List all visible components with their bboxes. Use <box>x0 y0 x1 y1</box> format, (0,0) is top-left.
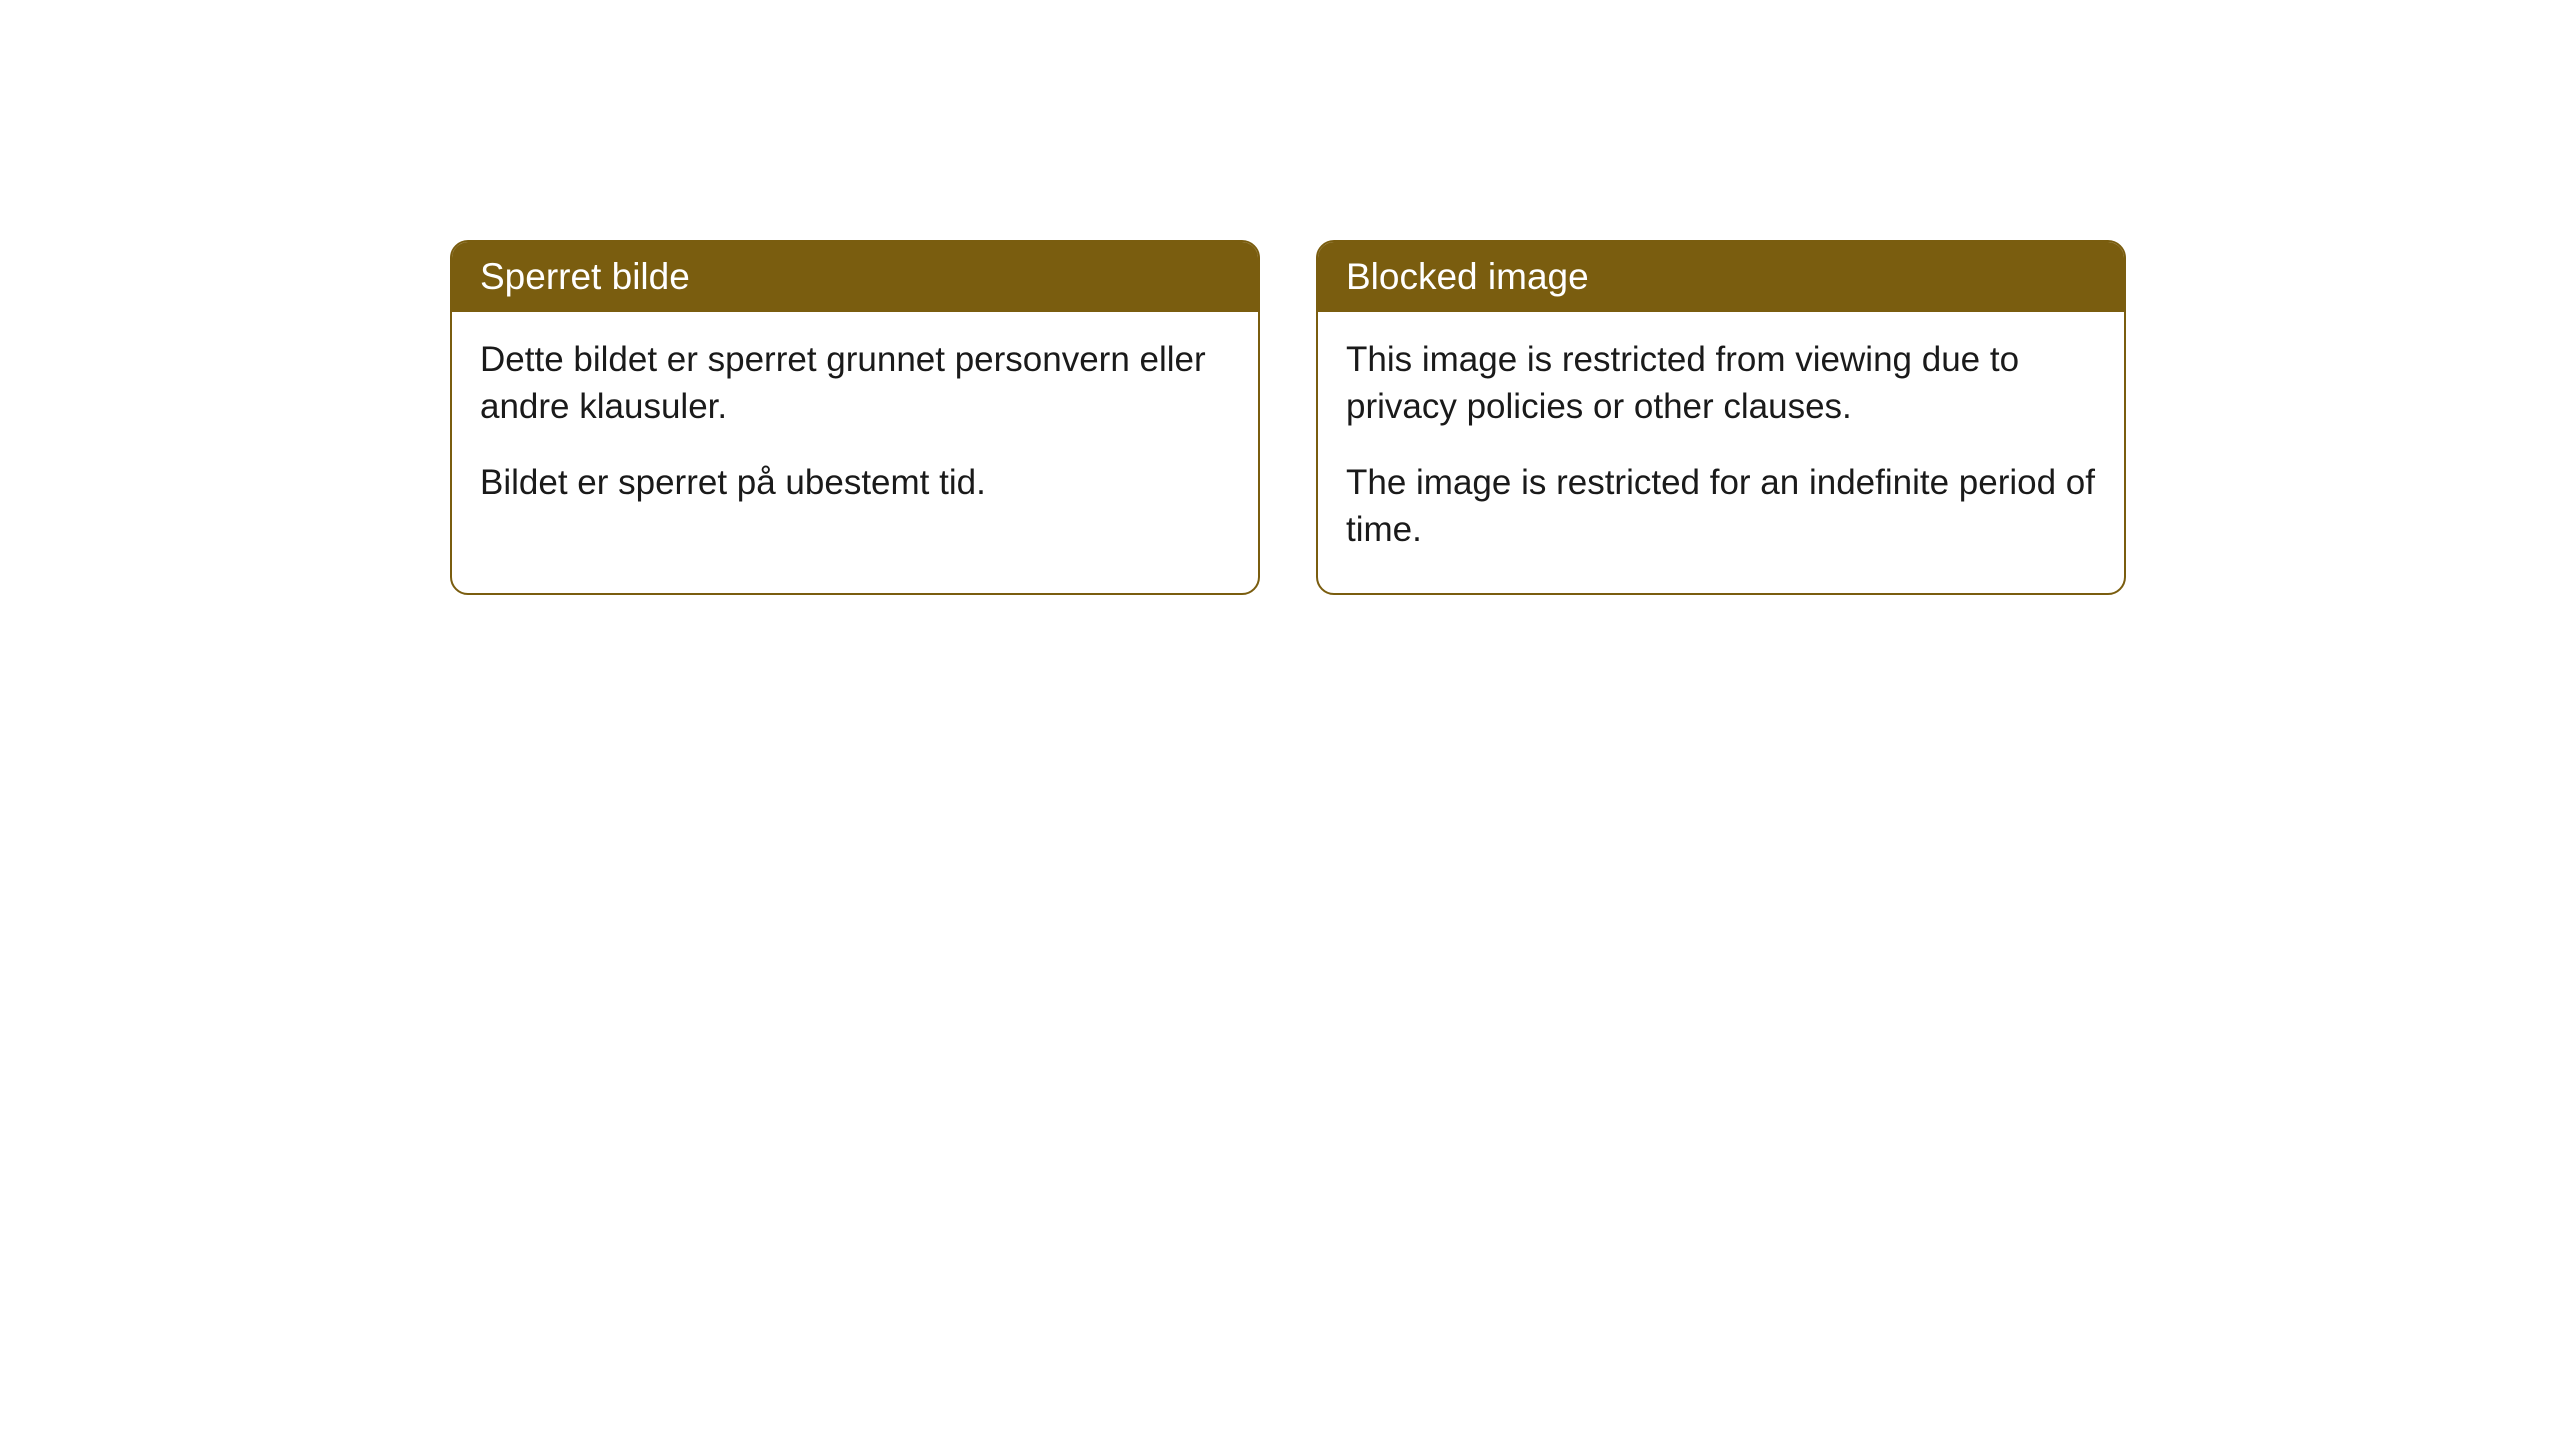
card-body-norwegian: Dette bildet er sperret grunnet personve… <box>452 312 1258 546</box>
card-paragraph: Dette bildet er sperret grunnet personve… <box>480 336 1230 431</box>
card-body-english: This image is restricted from viewing du… <box>1318 312 2124 593</box>
notice-cards-container: Sperret bilde Dette bildet er sperret gr… <box>450 240 2126 595</box>
card-paragraph: This image is restricted from viewing du… <box>1346 336 2096 431</box>
card-header-english: Blocked image <box>1318 242 2124 312</box>
card-paragraph: The image is restricted for an indefinit… <box>1346 459 2096 554</box>
card-header-norwegian: Sperret bilde <box>452 242 1258 312</box>
notice-card-english: Blocked image This image is restricted f… <box>1316 240 2126 595</box>
card-title-norwegian: Sperret bilde <box>480 256 690 297</box>
card-title-english: Blocked image <box>1346 256 1589 297</box>
card-paragraph: Bildet er sperret på ubestemt tid. <box>480 459 1230 506</box>
notice-card-norwegian: Sperret bilde Dette bildet er sperret gr… <box>450 240 1260 595</box>
